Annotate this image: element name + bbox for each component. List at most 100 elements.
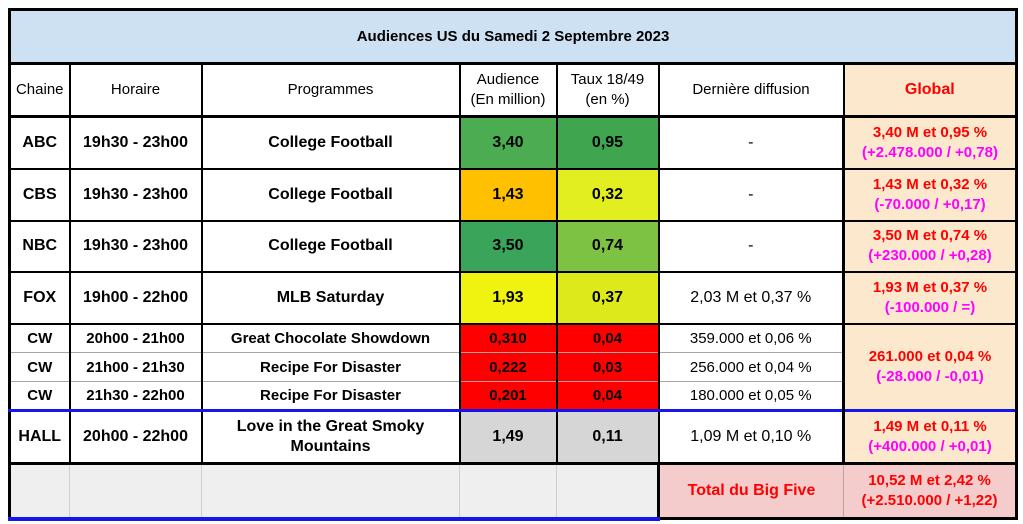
total-main-value: 10,52 M et 2,42 %	[868, 472, 991, 489]
audience-cell: 3,50	[458, 219, 558, 273]
time-cell: 19h30 - 23h00	[68, 167, 203, 222]
total-value-cell: 10,52 M et 2,42 % (+2.510.000 / +1,22)	[842, 462, 1019, 520]
global-main-value: 3,50 M et 0,74 %	[872, 227, 988, 244]
last-diffusion-cell: 256.000 et 0,04 %	[657, 352, 845, 382]
last-diffusion-cell: 180.000 et 0,05 %	[657, 381, 845, 411]
global-cell: 3,40 M et 0,95 % (+2.478.000 / +0,78)	[841, 115, 1019, 170]
channel-cell: NBC	[8, 219, 71, 273]
rating-cell: 0,03	[555, 352, 660, 382]
header-taux: Taux 18/49 (en %)	[555, 62, 660, 118]
time-cell: 21h30 - 22h00	[68, 381, 203, 411]
channel-cell: CBS	[8, 167, 71, 222]
audience-table-sheet: Audiences US du Samedi 2 Septembre 2023 …	[7, 8, 1019, 521]
time-cell: 21h00 - 21h30	[68, 352, 203, 382]
rating-cell: 0,37	[555, 270, 660, 325]
rating-cell: 0,95	[555, 115, 660, 170]
global-cell-cw-merged: 261.000 et 0,04 % (-28.000 / -0,01)	[841, 322, 1019, 412]
time-cell: 19h00 - 22h00	[68, 270, 203, 325]
global-delta-value: (-100.000 / =)	[884, 298, 976, 316]
header-row: Chaine Horaire Programmes Audience (En m…	[8, 62, 1018, 118]
row-hall: HALL 20h00 - 22h00 Love in the Great Smo…	[8, 409, 1019, 465]
audience-cell: 0,310	[458, 323, 558, 353]
title-row: Audiences US du Samedi 2 Septembre 2023	[7, 8, 1019, 65]
rating-cell: 0,74	[555, 219, 660, 273]
program-cell: Recipe For Disaster	[200, 352, 461, 382]
channel-cell: CW	[8, 381, 71, 411]
row-cw-2: CW 21h00 - 21h30 Recipe For Disaster 0,2…	[8, 352, 1017, 382]
last-diffusion-cell: -	[657, 115, 845, 170]
time-cell: 19h30 - 23h00	[68, 219, 203, 273]
header-chaine: Chaine	[8, 62, 71, 118]
global-cell: 1,49 M et 0,11 % (+400.000 / +0,01)	[841, 409, 1019, 465]
program-cell: Recipe For Disaster	[200, 381, 461, 411]
header-taux-line1: Taux 18/49	[570, 71, 645, 88]
audience-cell: 3,40	[458, 115, 558, 170]
global-delta-value: (+2.478.000 / +0,78)	[862, 143, 998, 161]
channel-cell: CW	[8, 323, 71, 353]
row-cbs: CBS 19h30 - 23h00 College Football 1,43 …	[8, 167, 1019, 222]
empty-cell	[556, 462, 659, 521]
row-fox: FOX 19h00 - 22h00 MLB Saturday 1,93 0,37…	[8, 270, 1019, 325]
row-nbc: NBC 19h30 - 23h00 College Football 3,50 …	[8, 219, 1019, 273]
global-cell: 3,50 M et 0,74 % (+230.000 / +0,28)	[841, 219, 1019, 273]
header-audience-line1: Audience	[476, 71, 540, 88]
global-main-value: 261.000 et 0,04 %	[868, 347, 992, 365]
last-diffusion-cell: -	[657, 167, 845, 222]
rating-cell: 0,04	[555, 323, 660, 353]
empty-cell	[459, 462, 557, 521]
global-cell: 1,43 M et 0,32 % (-70.000 / +0,17)	[841, 167, 1019, 222]
audience-cell: 0,201	[458, 381, 558, 411]
rating-cell: 0,32	[555, 167, 660, 222]
rating-cell: 0,04	[555, 381, 660, 411]
time-cell: 20h00 - 21h00	[68, 323, 203, 353]
last-diffusion-cell: -	[657, 219, 845, 273]
global-delta-value: (+230.000 / +0,28)	[868, 247, 992, 264]
channel-cell: FOX	[8, 270, 71, 325]
header-taux-line2: (en %)	[585, 91, 630, 108]
program-cell: College Football	[200, 167, 461, 222]
empty-cell	[201, 462, 460, 521]
header-horaire: Horaire	[68, 62, 203, 118]
table-title: Audiences US du Samedi 2 Septembre 2023	[7, 8, 1019, 65]
program-cell: MLB Saturday	[200, 270, 461, 325]
channel-cell: HALL	[8, 409, 71, 465]
header-audience-line2: (En million)	[470, 91, 546, 108]
empty-cell	[8, 462, 70, 521]
rating-cell: 0,11	[555, 409, 660, 465]
program-cell: College Football	[200, 219, 461, 273]
row-cw-1: CW 20h00 - 21h00 Great Chocolate Showdow…	[8, 322, 1019, 412]
last-diffusion-cell: 359.000 et 0,06 %	[657, 323, 845, 353]
row-cw-3: CW 21h30 - 22h00 Recipe For Disaster 0,2…	[8, 381, 1017, 411]
last-diffusion-cell: 2,03 M et 0,37 %	[657, 270, 845, 325]
global-main-value: 1,93 M et 0,37 %	[872, 278, 988, 296]
channel-cell: ABC	[8, 115, 71, 170]
empty-cell	[69, 462, 202, 521]
program-cell: Love in the Great Smoky Mountains	[200, 409, 461, 465]
global-delta-value: (-70.000 / +0,17)	[874, 195, 986, 213]
header-programmes: Programmes	[200, 62, 461, 118]
global-main-value: 3,40 M et 0,95 %	[872, 123, 988, 141]
audience-cell: 1,49	[458, 409, 558, 465]
global-delta-value: (-28.000 / -0,01)	[876, 367, 984, 385]
program-cell: Great Chocolate Showdown	[200, 323, 461, 353]
program-cell: College Football	[200, 115, 461, 170]
global-delta-value: (+400.000 / +0,01)	[868, 438, 992, 455]
time-cell: 20h00 - 22h00	[68, 409, 203, 465]
row-abc: ABC 19h30 - 23h00 College Football 3,40 …	[8, 115, 1019, 170]
header-derniere-diffusion: Dernière diffusion	[657, 62, 845, 118]
global-cell: 1,93 M et 0,37 % (-100.000 / =)	[841, 270, 1019, 325]
audience-cell: 1,93	[458, 270, 558, 325]
last-diffusion-cell: 1,09 M et 0,10 %	[657, 409, 845, 465]
time-cell: 19h30 - 23h00	[68, 115, 203, 170]
total-label-cell: Total du Big Five	[657, 462, 844, 520]
audience-table: Audiences US du Samedi 2 Septembre 2023 …	[7, 8, 1019, 521]
header-audience: Audience (En million)	[458, 62, 558, 118]
header-global: Global	[842, 62, 1018, 118]
global-main-value: 1,43 M et 0,32 %	[872, 175, 988, 193]
program-label: Love in the Great Smoky Mountains	[236, 418, 425, 455]
audience-cell: 0,222	[458, 352, 558, 382]
global-main-value: 1,49 M et 0,11 %	[873, 418, 987, 435]
total-delta-value: (+2.510.000 / +1,22)	[861, 492, 998, 509]
channel-cell: CW	[8, 352, 71, 382]
row-total: Total du Big Five 10,52 M et 2,42 % (+2.…	[8, 462, 1019, 521]
